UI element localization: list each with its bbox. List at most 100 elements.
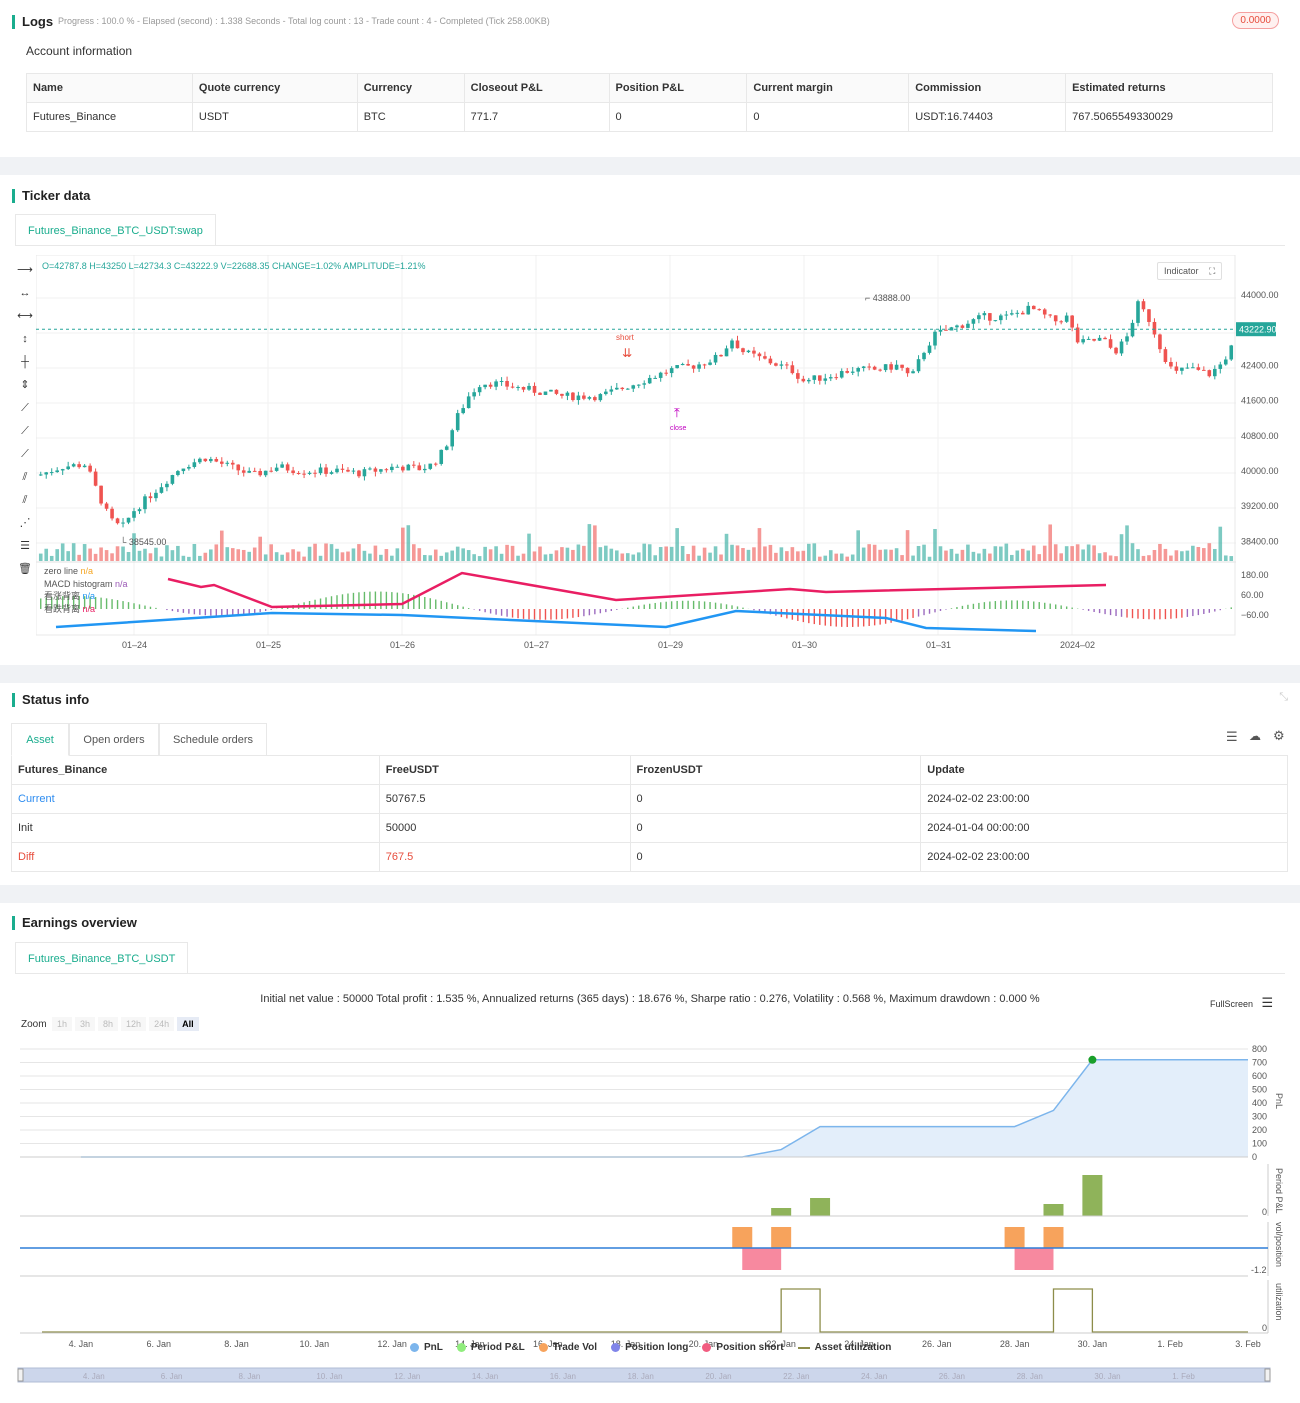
bearish-divergence-line (167, 571, 1107, 609)
candle-body (1147, 309, 1151, 322)
candle-body (455, 413, 460, 431)
legend-dot-icon (611, 1343, 621, 1352)
earnings-chart[interactable]: 800 700 600 500 400 300 200 100 0 PnL 0 Period P&L -… (0, 1038, 1300, 1403)
horizontal-ray-icon[interactable]: ↔ (19, 287, 31, 299)
account-col-header[interactable]: Commission (908, 73, 1067, 103)
pnl-axis-title: PnL (1274, 1093, 1284, 1109)
parallel-channel-icon[interactable]: ⫽ (22, 494, 28, 506)
candle-body (620, 387, 625, 390)
date-tick: 01–26 (390, 640, 415, 650)
candle-body (324, 467, 328, 474)
segment-icon[interactable]: ⟋ (21, 448, 29, 460)
tab-earnings-symbol[interactable]: Futures_Binance_BTC_USDT (15, 942, 189, 974)
asset-col-header[interactable]: FrozenUSDT (629, 755, 922, 785)
volume-bar (1169, 555, 1173, 561)
close-panel-icon[interactable]: ⤡ (1279, 691, 1288, 703)
price-channel-icon[interactable]: ⫽ (22, 471, 28, 483)
zoom-button-All[interactable]: All (177, 1017, 199, 1031)
volume-bar (867, 544, 871, 561)
extended-line-icon[interactable]: ⟷ (17, 310, 33, 322)
volume-bar (850, 554, 855, 561)
zoom-button-12h[interactable]: 12h (121, 1017, 147, 1031)
zoom-button-1h[interactable]: 1h (52, 1017, 73, 1031)
volume-bar (702, 547, 707, 561)
trend-line-icon[interactable]: ⟋ (21, 402, 29, 414)
position-short-bar (1014, 1248, 1054, 1270)
vertical-line-icon[interactable]: ↕ (22, 333, 28, 345)
ray-line-icon[interactable]: ⟋ (21, 425, 29, 437)
volume-bar (241, 549, 246, 561)
legend-item[interactable]: Position short (702, 1342, 784, 1353)
asset-cell: 2024-01-04 00:00:00 (920, 813, 1288, 843)
zoom-button-24h[interactable]: 24h (149, 1017, 175, 1031)
volume-bar (1015, 550, 1020, 561)
volume-bar (329, 544, 334, 561)
fib-retracement-icon[interactable]: ⋰ (19, 517, 31, 529)
zoom-button-3h[interactable]: 3h (75, 1017, 96, 1031)
fullscreen-button[interactable]: FullScreen ☰ (1210, 995, 1273, 1011)
candle-body (104, 503, 109, 509)
account-col-header[interactable]: Name (26, 73, 193, 103)
legend-item[interactable]: Position long (611, 1342, 688, 1353)
cloud-download-icon[interactable]: ☁ (1249, 729, 1261, 743)
settings-icon[interactable]: ⚙ (1273, 728, 1285, 743)
navigator-date-tick: 4. Jan (83, 1372, 105, 1381)
candle-body (647, 377, 652, 384)
volume-bar (422, 554, 427, 561)
legend-item[interactable]: Period P&L (456, 1342, 525, 1353)
navigator-right-handle[interactable] (1264, 1368, 1271, 1382)
candle-body (883, 364, 888, 371)
asset-col-header[interactable]: FreeUSDT (378, 755, 631, 785)
horizontal-line-icon[interactable]: ⟶ (17, 264, 33, 276)
fib-levels-icon[interactable]: ☰ (20, 540, 30, 552)
volume-bar (658, 547, 663, 561)
status-tab-schedule-orders[interactable]: Schedule orders (159, 723, 267, 756)
candle-body (433, 463, 438, 465)
asset-col-header[interactable]: Futures_Binance (11, 755, 380, 785)
candle-body (719, 354, 723, 357)
asset-col-header[interactable]: Update (920, 755, 1288, 785)
candle-body (960, 325, 965, 328)
earnings-summary: Initial net value : 50000 Total profit :… (260, 993, 1040, 1005)
trash-icon[interactable]: 🗑 (18, 563, 32, 575)
candle-body (181, 468, 186, 472)
legend-item[interactable]: PnL (410, 1342, 443, 1353)
cross-line-icon[interactable]: ┼ (21, 356, 29, 368)
list-icon[interactable]: ☰ (1226, 729, 1238, 744)
candle-body (143, 496, 147, 510)
zoom-label: Zoom (21, 1019, 47, 1030)
candle-body (219, 461, 224, 464)
volume-bar (938, 546, 943, 561)
candle-body (280, 464, 284, 468)
candle-body (269, 470, 273, 472)
account-col-header[interactable]: Position P&L (608, 73, 748, 103)
navigator-left-handle[interactable] (17, 1368, 24, 1382)
legend-item[interactable]: Asset utilization (797, 1342, 891, 1353)
account-info-title: Account information (26, 44, 133, 58)
tab-ticker-symbol[interactable]: Futures_Binance_BTC_USDT:swap (15, 214, 216, 246)
candlestick-chart[interactable]: 43222.90 44000.00 42400.00 41600.00 40800.00… (36, 255, 1286, 655)
legend-item[interactable]: Trade Vol (538, 1342, 597, 1353)
volume-bar (620, 553, 625, 561)
status-tab-asset[interactable]: Asset (11, 723, 69, 756)
macd-legend-value: n/a (82, 591, 96, 601)
zoom-button-8h[interactable]: 8h (98, 1017, 119, 1031)
volume-bar (60, 543, 65, 561)
account-col-header[interactable]: Closeout P&L (463, 73, 610, 103)
candle-body (911, 371, 915, 374)
account-col-header[interactable]: Current margin (746, 73, 910, 103)
table-row: Init 50000 0 2024-01-04 00:00:00 (11, 813, 1288, 843)
candle-body (625, 388, 630, 390)
volume-bar (137, 550, 142, 561)
volume-bar (373, 545, 378, 561)
pnl-tick: 700 (1252, 1058, 1267, 1068)
volume-bar (752, 547, 756, 561)
account-col-header[interactable]: Quote currency (191, 73, 358, 103)
date-tick: 2024–02 (1060, 640, 1095, 650)
account-col-header[interactable]: Estimated returns (1065, 73, 1273, 103)
macd-tick: 180.00 (1241, 570, 1269, 580)
indicator-button[interactable]: Indicator ⛶ (1157, 262, 1223, 280)
status-tab-open-orders[interactable]: Open orders (69, 723, 159, 756)
price-range-icon[interactable]: ⇕ (20, 379, 30, 391)
account-col-header[interactable]: Currency (356, 73, 465, 103)
